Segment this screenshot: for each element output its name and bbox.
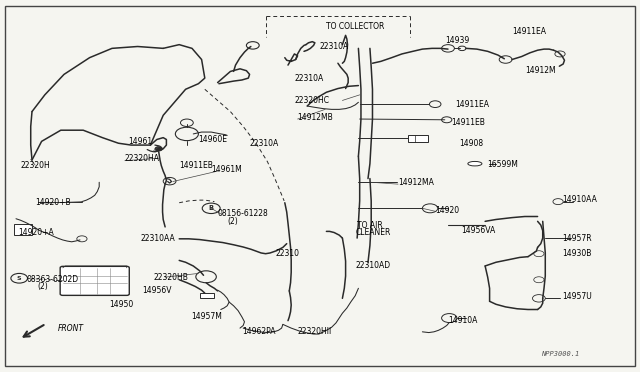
- Text: 14920: 14920: [435, 206, 460, 215]
- Text: (2): (2): [227, 217, 238, 226]
- Ellipse shape: [468, 161, 482, 166]
- Text: 22320HA: 22320HA: [125, 154, 160, 163]
- Bar: [14, 224, 32, 235]
- Text: 14950: 14950: [109, 300, 133, 309]
- Text: 14912MB: 14912MB: [298, 113, 333, 122]
- Text: CLEANER: CLEANER: [355, 228, 390, 237]
- Text: 22320HB: 22320HB: [154, 273, 188, 282]
- Text: 14960E: 14960E: [198, 135, 227, 144]
- Text: TO AIR: TO AIR: [357, 221, 383, 230]
- Text: 22320HC: 22320HC: [294, 96, 330, 105]
- Text: 14962PA: 14962PA: [242, 327, 275, 336]
- Text: 22310: 22310: [275, 249, 300, 258]
- Text: 14912MA: 14912MA: [398, 178, 434, 187]
- Text: 14957R: 14957R: [562, 234, 591, 243]
- Text: 14939: 14939: [445, 36, 469, 45]
- Text: 22310A: 22310A: [250, 139, 279, 148]
- Text: 14957U: 14957U: [562, 292, 591, 301]
- Bar: [200, 293, 214, 298]
- Text: 14961: 14961: [128, 137, 152, 146]
- Text: 22310A: 22310A: [320, 42, 349, 51]
- Text: 08363-6202D: 08363-6202D: [27, 275, 79, 283]
- Text: 14911EB: 14911EB: [179, 161, 213, 170]
- Text: 22320HII: 22320HII: [298, 327, 332, 336]
- Text: 14956V: 14956V: [142, 286, 172, 295]
- Text: 22320H: 22320H: [20, 161, 50, 170]
- Text: 14957M: 14957M: [191, 312, 221, 321]
- Text: 14911EA: 14911EA: [456, 100, 490, 109]
- Text: 14910AA: 14910AA: [562, 195, 596, 203]
- Text: S: S: [17, 276, 22, 281]
- Text: 22310A: 22310A: [294, 74, 324, 83]
- Text: NPP3000.1: NPP3000.1: [541, 351, 579, 357]
- Text: 14920+A: 14920+A: [18, 228, 54, 237]
- Text: 14910A: 14910A: [448, 316, 477, 325]
- Text: 14911EA: 14911EA: [512, 27, 546, 36]
- Text: FRONT: FRONT: [58, 324, 84, 333]
- Text: B: B: [209, 205, 214, 211]
- Text: 14908: 14908: [460, 139, 484, 148]
- Text: 16599M: 16599M: [488, 160, 518, 169]
- Text: 14912M: 14912M: [525, 66, 556, 75]
- Text: 14961M: 14961M: [211, 165, 242, 174]
- Text: 14911EB: 14911EB: [451, 118, 485, 127]
- Text: 22310AD: 22310AD: [355, 262, 390, 270]
- Text: 22310AA: 22310AA: [141, 234, 175, 243]
- Text: (2): (2): [37, 282, 48, 291]
- FancyBboxPatch shape: [60, 266, 129, 295]
- Text: 14956VA: 14956VA: [461, 226, 495, 235]
- Circle shape: [155, 147, 163, 151]
- Text: 14920+B: 14920+B: [35, 198, 71, 207]
- Text: 14930B: 14930B: [562, 249, 591, 258]
- Bar: [408, 135, 428, 142]
- Text: 08156-61228: 08156-61228: [218, 209, 268, 218]
- Text: TO COLLECTOR: TO COLLECTOR: [326, 22, 385, 31]
